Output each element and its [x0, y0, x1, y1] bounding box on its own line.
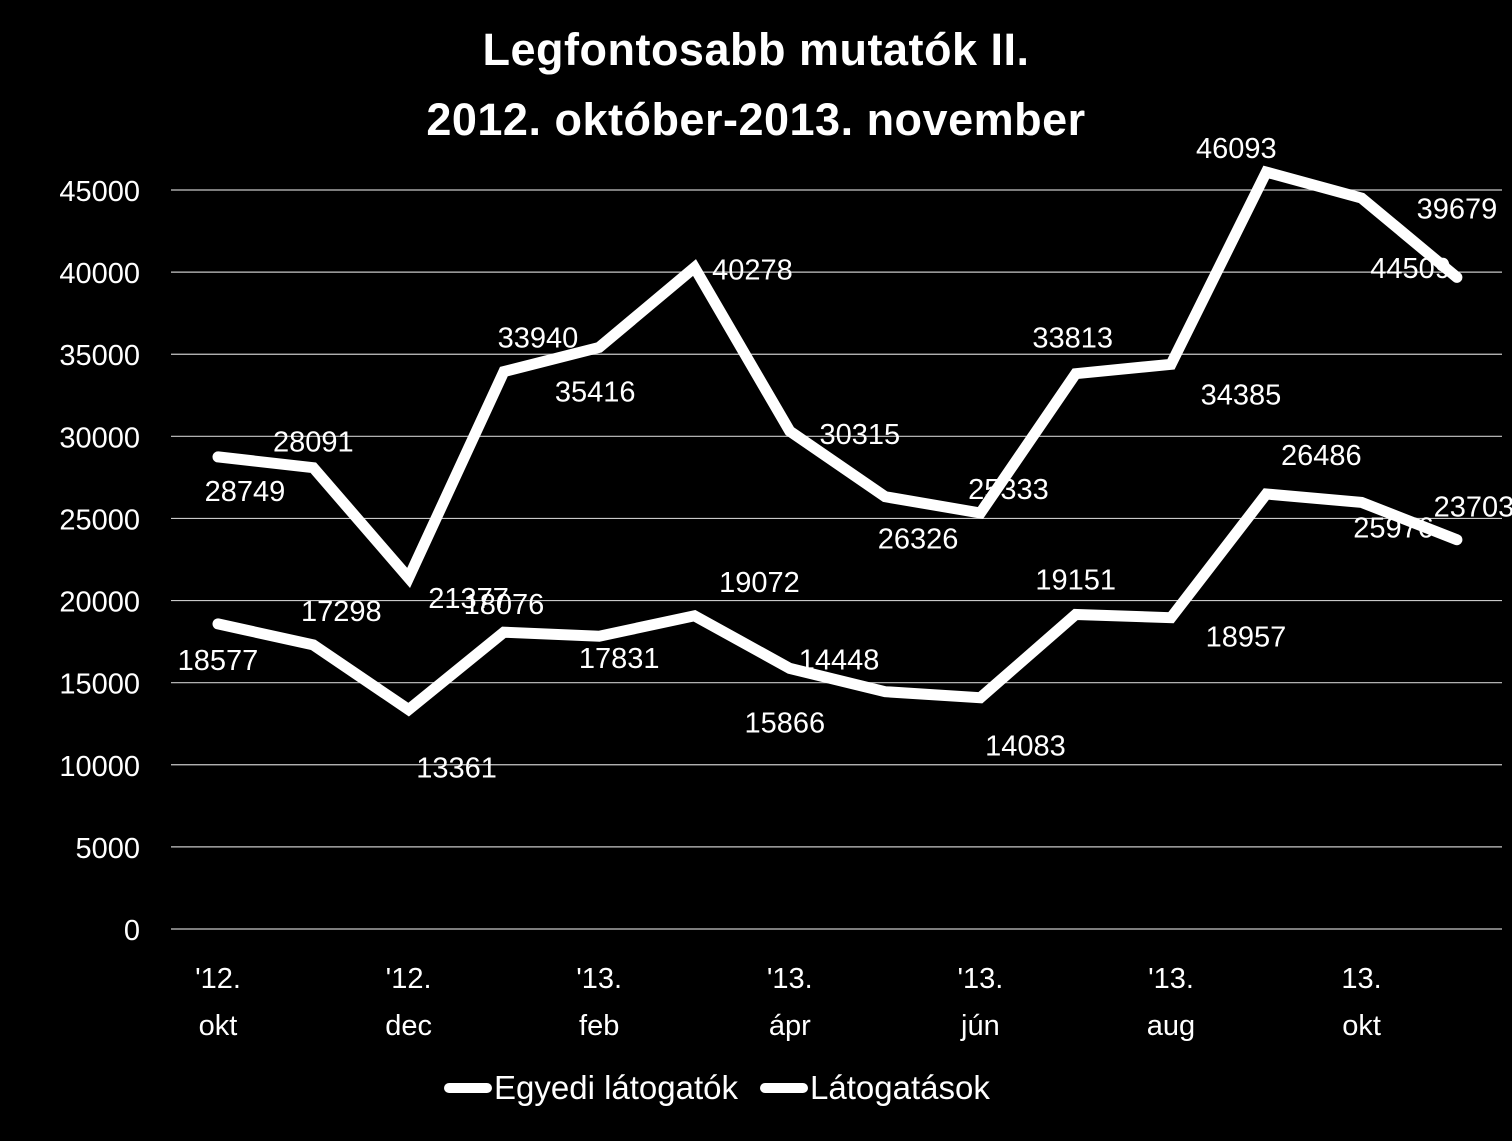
x-tick-label: '12. — [386, 963, 432, 995]
legend-swatch — [760, 1083, 809, 1093]
y-tick-label: 5000 — [75, 833, 140, 865]
gridlines — [171, 189, 1502, 930]
y-tick-label: 35000 — [59, 340, 140, 372]
data-label: 25976 — [1353, 512, 1434, 544]
x-tick-label: jún — [960, 1010, 1000, 1042]
x-tick-label: feb — [579, 1010, 619, 1042]
x-tick-label: '12. — [195, 963, 241, 995]
data-label: 14083 — [985, 731, 1066, 763]
legend-label: Egyedi látogatók — [494, 1069, 739, 1106]
data-label: 15866 — [744, 707, 825, 739]
data-label: 19072 — [719, 567, 800, 599]
data-label: 39679 — [1417, 193, 1498, 225]
data-label: 46093 — [1196, 133, 1277, 165]
series-lines — [212, 165, 1463, 717]
data-label: 34385 — [1201, 379, 1282, 411]
legend: Egyedi látogatók Látogatások — [444, 1066, 1012, 1110]
data-label: 18577 — [178, 645, 259, 677]
data-label: 33813 — [1032, 323, 1113, 355]
data-label: 19151 — [1035, 564, 1116, 596]
data-label: 21377 — [428, 583, 509, 615]
data-label: 44509 — [1370, 253, 1451, 285]
y-tick-label: 0 — [124, 915, 140, 947]
series-line-2 — [212, 165, 1463, 588]
y-axis-ticks: 0 5000 10000 15000 20000 25000 30000 35000 40000… — [59, 176, 140, 947]
series-line-1 — [212, 488, 1463, 717]
chart-title: Legfontosabb mutatók II. — [482, 24, 1030, 75]
legend-item-series-2: Látogatások — [760, 1069, 990, 1107]
x-tick-label: '13. — [957, 963, 1003, 995]
data-label: 28749 — [205, 476, 286, 508]
y-tick-label: 20000 — [59, 587, 140, 619]
x-axis-ticks: '12. okt '12. dec '13. feb '13. ápr '13. jún '13. a… — [195, 963, 1382, 1042]
data-label: 30315 — [819, 419, 900, 451]
data-label: 14448 — [799, 645, 880, 677]
data-label: 18957 — [1206, 622, 1287, 654]
data-label: 35416 — [555, 376, 636, 408]
data-label: 17831 — [579, 643, 660, 675]
data-label: 26486 — [1281, 440, 1362, 472]
y-tick-label: 10000 — [59, 751, 140, 783]
y-tick-label: 30000 — [59, 422, 140, 454]
legend-label: Látogatások — [810, 1069, 990, 1106]
x-tick-label: aug — [1147, 1010, 1195, 1042]
data-label: 18076 — [464, 589, 545, 621]
y-tick-label: 25000 — [59, 504, 140, 536]
x-tick-label: 13. — [1341, 963, 1381, 995]
x-tick-label: '13. — [576, 963, 622, 995]
x-tick-label: okt — [199, 1010, 238, 1042]
x-tick-label: okt — [1342, 1010, 1381, 1042]
data-label: 17298 — [301, 596, 382, 628]
x-tick-label: '13. — [767, 963, 813, 995]
x-tick-label: '13. — [1148, 963, 1194, 995]
x-tick-label: dec — [385, 1010, 432, 1042]
data-label: 25333 — [968, 474, 1049, 506]
data-label: 26326 — [878, 524, 959, 556]
data-label: 13361 — [416, 753, 497, 785]
data-labels: 18577 17298 13361 18076 17831 19072 15866 14448… — [178, 133, 1512, 785]
data-label: 23703 — [1434, 492, 1512, 524]
chart-subtitle: 2012. október-2013. november — [426, 94, 1086, 145]
data-label: 40278 — [712, 255, 793, 287]
x-tick-label: ápr — [769, 1010, 811, 1042]
y-tick-label: 45000 — [59, 176, 140, 208]
y-tick-label: 15000 — [59, 669, 140, 701]
legend-item-series-1: Egyedi látogatók — [444, 1069, 738, 1107]
data-label: 33940 — [498, 323, 579, 355]
data-label: 28091 — [273, 427, 354, 459]
y-tick-label: 40000 — [59, 258, 140, 290]
legend-swatch — [444, 1083, 492, 1093]
